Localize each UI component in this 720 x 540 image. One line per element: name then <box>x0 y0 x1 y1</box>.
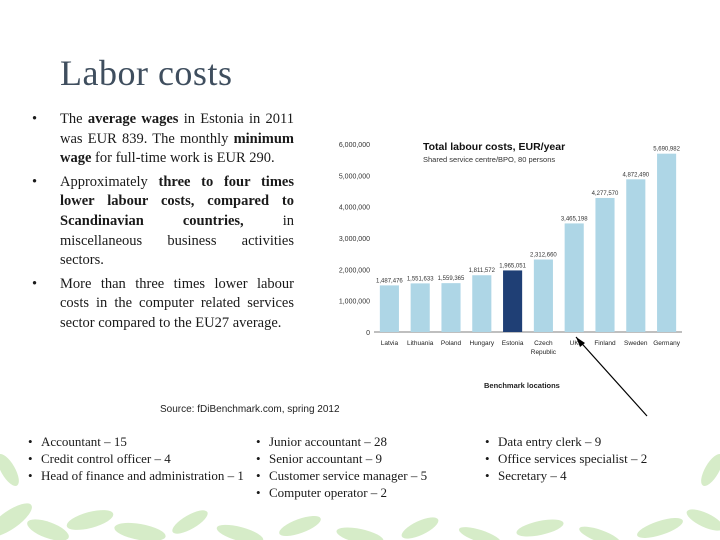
role-bullet: • <box>485 434 490 449</box>
y-tick-label: 0 <box>366 330 370 337</box>
bar <box>441 283 461 332</box>
bar <box>503 270 523 332</box>
role-bullet: • <box>256 434 261 449</box>
x-tick-label: Lithuania <box>407 340 434 347</box>
role-item: • Credit control officer – 4 <box>28 450 258 467</box>
bar <box>533 259 553 332</box>
role-text: Office services specialist – 2 <box>498 451 648 466</box>
bullet-text: three to four times lower labour costs, … <box>60 173 294 229</box>
chart-svg: Total labour costs, EUR/year Shared serv… <box>339 141 682 390</box>
x-tick-label: Germany <box>653 340 680 347</box>
role-bullet: • <box>28 468 33 483</box>
role-item: • Head of finance and administration – 1 <box>28 467 258 484</box>
role-bullet: • <box>28 451 33 466</box>
roles-column-2: • Junior accountant – 28 • Senior accountan… <box>256 433 476 501</box>
role-bullet: • <box>256 451 261 466</box>
role-bullet: • <box>28 434 33 449</box>
chart-xlabel: Benchmark locations <box>484 381 560 390</box>
bullet-text: The <box>60 111 88 127</box>
bar <box>657 153 677 332</box>
x-tick-label: Latvia <box>381 340 399 347</box>
bullet-text: in miscellaneous business activities sec… <box>60 212 294 269</box>
y-tick-label: 2,000,000 <box>339 267 370 274</box>
labour-cost-chart: Total labour costs, EUR/year Shared serv… <box>320 126 686 396</box>
bullet-dot: • <box>32 173 38 190</box>
bar-value-label: 1,965,051 <box>499 263 526 269</box>
role-bullet: • <box>256 468 261 483</box>
x-tick-label: Poland <box>441 340 462 347</box>
bullet-text: Approximately <box>60 173 159 190</box>
bullet-text: in Estonia in 2011 was EUR 839. The mont… <box>60 111 295 147</box>
bar-value-label: 1,487,476 <box>376 278 403 284</box>
bullet-text: average wages <box>87 111 179 127</box>
chart-subtitle: Shared service centre/BPO, 80 persons <box>423 155 555 164</box>
bullet-item: • Approximately three to four times lower… <box>28 173 294 271</box>
bar-value-label: 1,811,572 <box>469 268 496 274</box>
role-text: Head of finance and administration – 1 <box>41 468 244 483</box>
bar-value-label: 5,690,982 <box>653 147 680 153</box>
role-bullet: • <box>485 451 490 466</box>
y-tick-label: 6,000,000 <box>339 142 370 149</box>
role-text: Accountant – 15 <box>41 434 127 449</box>
bar <box>379 285 399 332</box>
bullet-item: • More than three times lower labour cost… <box>28 275 294 334</box>
x-tick-label: Estonia <box>502 340 524 347</box>
bar-value-label: 3,465,198 <box>561 216 588 222</box>
slide-title: Labor costs <box>60 53 233 93</box>
bullet-text: minimum wage <box>60 130 294 167</box>
role-text: Junior accountant – 28 <box>269 434 388 449</box>
role-item: • Secretary – 4 <box>485 467 685 484</box>
role-bullet: • <box>256 485 261 500</box>
role-item: • Accountant – 15 <box>28 433 258 450</box>
role-text: Senior accountant – 9 <box>269 451 382 466</box>
chart-title: Total labour costs, EUR/year <box>423 141 565 153</box>
x-tick-label: UK <box>570 340 580 347</box>
y-tick-label: 4,000,000 <box>339 205 370 212</box>
bar <box>472 275 492 332</box>
role-item: • Customer service manager – 5 <box>256 467 476 484</box>
bar <box>595 197 615 332</box>
roles-column-1: • Accountant – 15 • Credit control officer … <box>28 433 258 484</box>
bullet-text: for full-time work is EUR 290. <box>91 150 275 167</box>
role-text: Computer operator – 2 <box>269 485 388 500</box>
role-item: • Senior accountant – 9 <box>256 450 476 467</box>
bar-value-label: 2,312,660 <box>530 253 557 259</box>
bar <box>626 179 646 332</box>
role-item: • Junior accountant – 28 <box>256 433 476 450</box>
y-tick-label: 5,000,000 <box>339 173 370 180</box>
role-text: Customer service manager – 5 <box>269 468 428 483</box>
x-tick-label: Finland <box>594 340 616 347</box>
bullet-dot: • <box>32 275 38 292</box>
bar-value-label: 4,872,490 <box>622 172 649 178</box>
role-item: • Computer operator – 2 <box>256 484 476 501</box>
y-tick-label: 1,000,000 <box>339 299 370 306</box>
bullet-text: More than three times lower labour costs… <box>60 275 294 331</box>
bar-value-label: 4,277,570 <box>592 191 619 197</box>
x-tick-label: Sweden <box>624 340 648 347</box>
y-tick-label: 3,000,000 <box>339 236 370 243</box>
role-text: Data entry clerk – 9 <box>498 434 602 449</box>
roles-column-3: • Data entry clerk – 9 • Office services sp… <box>485 433 685 484</box>
bar <box>410 283 430 332</box>
bar-value-label: 1,551,633 <box>407 276 434 282</box>
role-bullet: • <box>485 468 490 483</box>
bar <box>564 223 584 332</box>
role-text: Secretary – 4 <box>498 468 567 483</box>
x-tick-label: Czech Republic <box>531 340 557 356</box>
x-tick-label: Hungary <box>470 340 495 347</box>
role-text: Credit control officer – 4 <box>41 451 171 466</box>
bar-value-label: 1,559,365 <box>438 276 465 282</box>
role-item: • Office services specialist – 2 <box>485 450 685 467</box>
bullet-list: • The average wages in Estonia in 2011 wa… <box>28 110 294 338</box>
bullet-item: • The average wages in Estonia in 2011 wa… <box>28 110 294 169</box>
role-item: • Data entry clerk – 9 <box>485 433 685 450</box>
chart-source: Source: fDiBenchmark.com, spring 2012 <box>160 404 340 415</box>
bullet-dot: • <box>32 111 38 127</box>
